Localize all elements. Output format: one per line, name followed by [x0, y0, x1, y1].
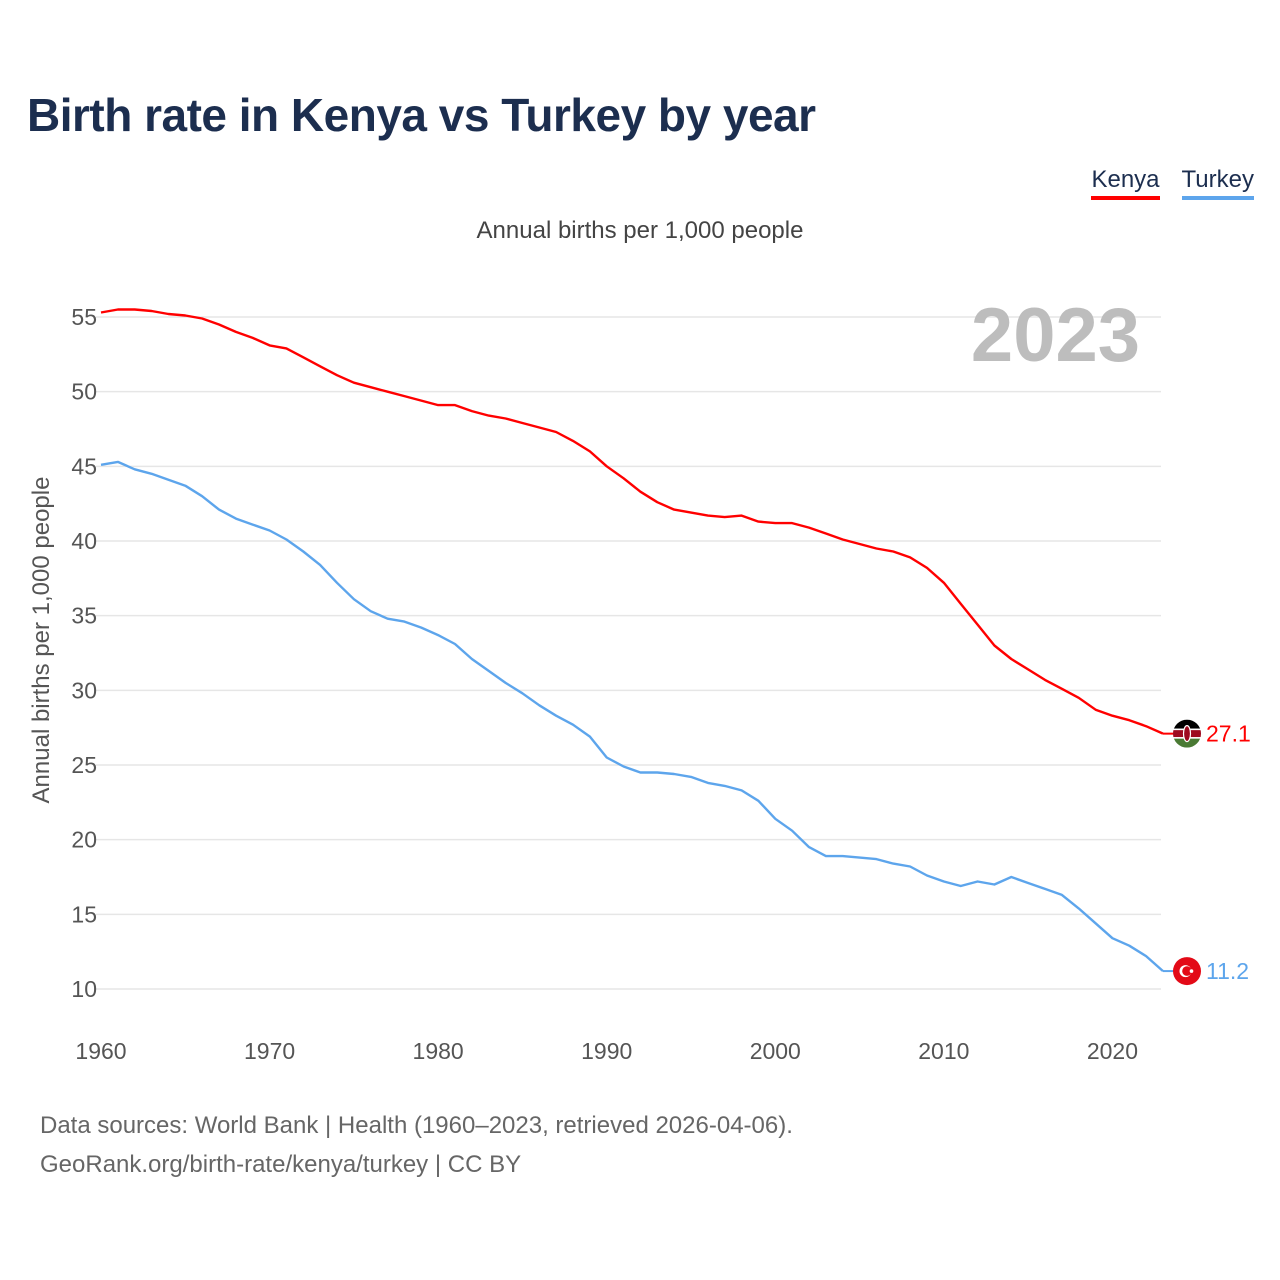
kenya-flag-icon [1173, 719, 1201, 748]
x-tick-label: 2000 [750, 1038, 801, 1064]
y-tick-label: 45 [71, 453, 97, 479]
crescent-cut [1182, 966, 1192, 976]
footer-source-line: Data sources: World Bank | Health (1960–… [40, 1112, 793, 1139]
footer-source: Data sources: World Bank | Health (1960–… [40, 1106, 793, 1184]
y-tick-label: 35 [71, 603, 97, 629]
end-value-label-turkey: 11.2 [1206, 958, 1249, 984]
y-tick-label: 30 [71, 677, 97, 703]
shield [1182, 725, 1192, 743]
legend: Kenya Turkey [1091, 166, 1254, 200]
chart-title: Birth rate in Kenya vs Turkey by year [27, 89, 816, 141]
x-tick-label: 1960 [75, 1038, 126, 1064]
y-tick-label: 55 [71, 304, 97, 330]
y-tick-label: 50 [71, 379, 97, 405]
x-tick-label: 1990 [581, 1038, 632, 1064]
year-indicator: 2023 [970, 293, 1140, 378]
series-line-turkey [100, 460, 1164, 972]
footer-link[interactable]: GeoRank.org/birth-rate/kenya/turkey | CC… [40, 1151, 522, 1178]
x-tick-label: 1980 [413, 1038, 464, 1064]
y-tick-label: 20 [71, 827, 97, 853]
end-value-label-kenya: 27.1 [1206, 721, 1251, 747]
y-tick-label: 25 [71, 752, 97, 778]
flag-stripe [1173, 738, 1201, 748]
star [1189, 969, 1194, 973]
flag-stripe [1173, 719, 1201, 729]
legend-item-turkey[interactable]: Turkey [1181, 166, 1254, 200]
x-tick-label: 2010 [918, 1038, 969, 1064]
x-tick-label: 1970 [244, 1038, 295, 1064]
y-tick-label: 40 [71, 528, 97, 554]
x-tick-label: 2020 [1087, 1038, 1138, 1064]
series-line-kenya [100, 308, 1164, 735]
legend-item-kenya[interactable]: Kenya [1091, 166, 1160, 200]
y-tick-label: 10 [71, 976, 97, 1002]
y-tick-label: 15 [71, 901, 97, 927]
chart-subtitle: Annual births per 1,000 people [476, 217, 804, 244]
